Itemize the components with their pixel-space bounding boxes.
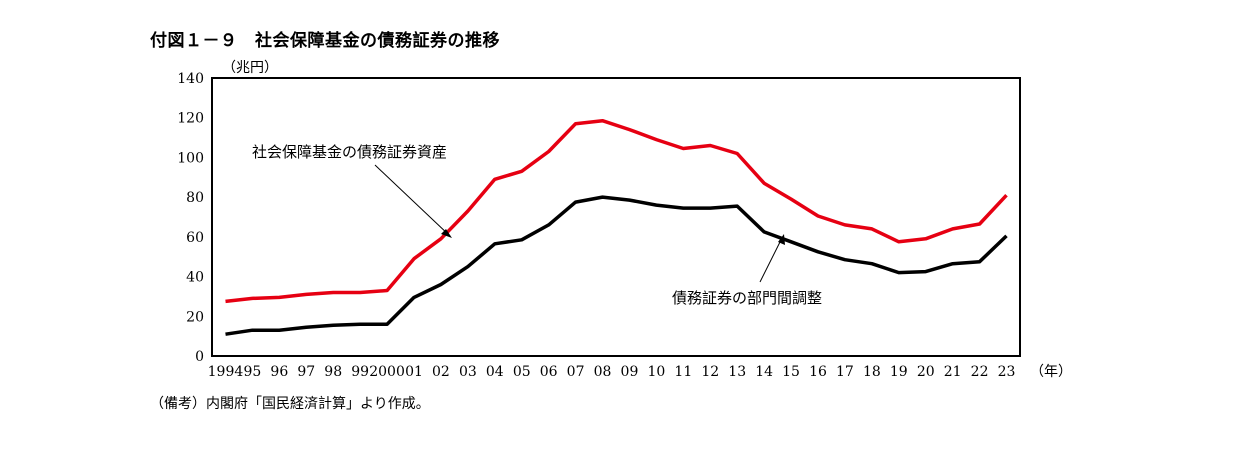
- x-tick-label: 21: [944, 364, 962, 380]
- x-tick-label: 01: [405, 364, 423, 380]
- y-tick-label: 40: [186, 270, 204, 286]
- x-tick-label: 03: [459, 364, 477, 380]
- x-axis-unit-label: （年）: [1030, 364, 1072, 380]
- series-lines: [225, 118, 1008, 336]
- annotation-label-black-series: 債務証券の部門間調整: [672, 289, 822, 307]
- x-tick-label: 20: [917, 364, 935, 380]
- plot-area-frame: [211, 77, 1021, 357]
- x-tick-label: 11: [674, 364, 692, 380]
- series-line-1: [225, 195, 1008, 336]
- annotation-black-series: 債務証券の部門間調整: [672, 234, 822, 307]
- source-note: （備考）内閣府「国民経済計算」より作成。: [150, 396, 430, 412]
- x-tick-label: 06: [540, 364, 558, 380]
- x-tick-label: 95: [243, 364, 261, 380]
- x-tick-label: 1994: [208, 364, 244, 380]
- y-tick-label: 80: [186, 190, 204, 206]
- y-tick-label: 60: [186, 230, 204, 246]
- x-tick-label: 99: [351, 364, 369, 380]
- series-line-0: [225, 118, 1008, 304]
- x-tick-label: 97: [297, 364, 315, 380]
- x-tick-label: 17: [836, 364, 854, 380]
- x-axis-ticks: 1994 95 96 97 98 99 2000 01 02 03 04 05 06 07 08 09 10 11…: [208, 364, 1016, 380]
- y-tick-label: 100: [177, 150, 204, 166]
- x-tick-label: 98: [324, 364, 342, 380]
- y-axis-ticks: 0 20 40 60 80 100 120 140: [177, 71, 204, 365]
- x-tick-label: 23: [998, 364, 1016, 380]
- x-tick-label: 08: [594, 364, 612, 380]
- y-axis-unit-label: （兆円）: [222, 60, 278, 76]
- x-tick-label: 2000: [369, 364, 405, 380]
- x-tick-label: 12: [701, 364, 719, 380]
- y-tick-label: 0: [195, 349, 204, 365]
- annotation-arrowhead-black-series: [778, 234, 785, 245]
- y-tick-label: 140: [177, 71, 204, 87]
- x-tick-label: 04: [486, 364, 504, 380]
- x-tick-label: 18: [863, 364, 881, 380]
- y-tick-label: 20: [186, 309, 204, 325]
- annotation-arrowhead-red-series: [441, 229, 452, 238]
- x-tick-label: 13: [728, 364, 746, 380]
- y-tick-label: 120: [177, 111, 204, 127]
- annotation-red-series: 社会保障基金の債務証券資産: [252, 143, 452, 238]
- x-tick-label: 02: [432, 364, 450, 380]
- x-tick-label: 16: [809, 364, 827, 380]
- x-tick-label: 19: [890, 364, 908, 380]
- annotation-arrow-red-series: [374, 164, 451, 237]
- x-tick-label: 96: [270, 364, 288, 380]
- x-tick-label: 07: [567, 364, 585, 380]
- x-tick-label: 05: [513, 364, 531, 380]
- x-tick-label: 14: [755, 364, 773, 380]
- x-tick-label: 10: [647, 364, 665, 380]
- annotation-arrow-black-series: [759, 237, 783, 283]
- x-tick-label: 09: [621, 364, 639, 380]
- x-tick-label: 22: [971, 364, 989, 380]
- chart-title: 付図１－９ 社会保障基金の債務証券の推移: [150, 31, 500, 51]
- x-tick-label: 15: [782, 364, 800, 380]
- annotation-label-red-series: 社会保障基金の債務証券資産: [252, 143, 447, 161]
